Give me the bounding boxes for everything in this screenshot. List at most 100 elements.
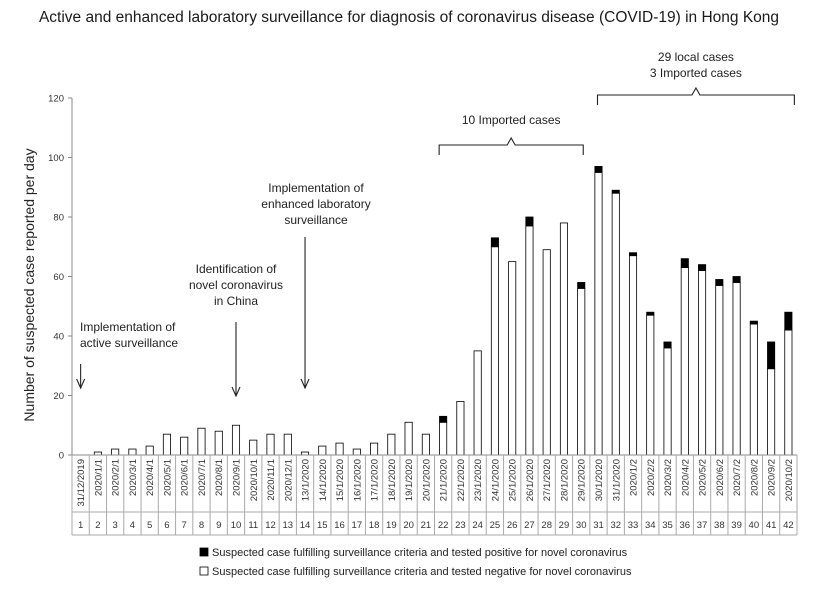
x-day-label: 23 [455, 520, 466, 531]
x-date-label: 18/1/2020 [387, 459, 398, 501]
bar-positive [594, 166, 603, 173]
bar-positive [749, 320, 758, 325]
annotation-novel-coronavirus: novel coronavirus [189, 278, 283, 292]
x-day-label: 19 [386, 520, 397, 531]
x-date-label: 2020/2/1 [111, 459, 122, 496]
x-day-label: 14 [300, 520, 311, 531]
annotation-enhanced-surveillance: Implementation of [268, 181, 364, 195]
bar-negative [784, 329, 793, 456]
x-day-label: 39 [731, 520, 742, 531]
annotation-active-surveillance: active surveillance [80, 336, 178, 350]
x-day-label: 24 [472, 520, 483, 531]
x-date-label: 2020/1/1 [93, 459, 104, 496]
y-tick-label: 80 [53, 213, 64, 224]
bar-negative [456, 401, 465, 456]
bar-negative [111, 448, 120, 456]
x-date-label: 2020/3/1 [128, 459, 139, 496]
x-date-label: 2020/5/2 [698, 459, 709, 496]
x-day-label: 13 [282, 520, 293, 531]
bar-negative [318, 445, 327, 456]
x-day-label: 35 [662, 520, 673, 531]
x-date-label: 2020/4/2 [680, 459, 691, 496]
arrow-active-surveillance-head [76, 378, 86, 390]
x-day-label: 38 [714, 520, 725, 531]
bar-negative [525, 225, 534, 456]
x-day-label: 37 [697, 520, 708, 531]
bar-negative [370, 442, 379, 456]
y-tick-label: 20 [53, 391, 64, 402]
bar-negative [490, 246, 499, 456]
brace-imported-cases [438, 136, 584, 155]
x-date-label: 2020/3/2 [663, 459, 674, 496]
bar-negative [283, 433, 292, 456]
x-date-label: 2020/2/2 [646, 459, 657, 496]
x-day-label: 26 [507, 520, 518, 531]
x-day-label: 6 [164, 520, 169, 531]
bar-positive [680, 258, 689, 268]
annotation-active-surveillance: Implementation of [80, 320, 176, 334]
bar-negative [646, 314, 655, 456]
x-day-label: 18 [369, 520, 380, 531]
annotation-enhanced-surveillance: enhanced laboratory [261, 197, 370, 211]
legend-swatch-negative [199, 566, 209, 576]
x-date-label: 31/1/2020 [611, 459, 622, 501]
x-date-label: 2020/10/1 [249, 459, 260, 501]
x-day-label: 9 [216, 520, 221, 531]
y-axis-label: Number of suspected case reported per da… [21, 148, 37, 421]
bar-positive [732, 276, 741, 283]
x-date-label: 13/1/2020 [301, 459, 312, 501]
x-day-label: 27 [524, 520, 535, 531]
bar-negative [663, 347, 672, 456]
x-date-label: 27/1/2020 [542, 459, 553, 501]
bar-negative [508, 261, 517, 456]
x-axis: 31/12/2019 1 2020/1/1 2 2020/2/1 3 2020/3/1 4 20… [71, 454, 798, 536]
y-tick-label: 0 [59, 451, 64, 462]
x-day-label: 15 [317, 520, 328, 531]
bar-negative [162, 433, 171, 456]
x-day-label: 41 [766, 520, 777, 531]
bar-negative [197, 427, 206, 456]
bar-negative [231, 424, 241, 456]
x-day-label: 42 [783, 520, 794, 531]
x-date-label: 2020/5/1 [162, 459, 173, 496]
bar-positive [439, 415, 448, 423]
bar-positive [490, 237, 499, 248]
bar-negative [266, 433, 275, 456]
y-axis: 0 20 40 60 80 100 120 [48, 94, 73, 462]
legend-label-negative: Suspected case fulfilling surveillance c… [212, 566, 632, 578]
x-date-label: 28/1/2020 [559, 459, 570, 501]
annotation-local-imported-cases: 29 local cases [658, 50, 734, 64]
arrow-enhanced-surveillance-head [300, 378, 310, 390]
x-date-label: 19/1/2020 [404, 459, 415, 501]
x-date-label: 26/1/2020 [525, 459, 536, 501]
x-date-label: 2020/11/1 [266, 459, 277, 501]
y-tick-label: 120 [48, 94, 64, 105]
annotation-enhanced-surveillance: surveillance [284, 213, 348, 227]
bar-positive [767, 341, 776, 370]
x-date-label: 2020/9/1 [231, 459, 242, 496]
x-day-label: 29 [559, 520, 570, 531]
bar-negative [767, 368, 776, 456]
x-date-label: 2020/7/1 [197, 459, 208, 496]
bar-positive [698, 264, 707, 271]
x-day-label: 7 [182, 520, 187, 531]
x-date-label: 22/1/2020 [456, 459, 467, 501]
x-date-label: 2020/4/1 [145, 459, 156, 496]
bar-positive [628, 252, 638, 257]
x-day-label: 32 [610, 520, 621, 531]
x-day-label: 28 [541, 520, 552, 531]
legend-swatch-positive [199, 547, 209, 557]
bar-positive [784, 311, 793, 331]
x-date-label: 30/1/2020 [594, 459, 605, 501]
bar-negative [732, 282, 741, 456]
annotation-local-imported-cases: 3 Imported cases [650, 66, 742, 80]
annotation-novel-coronavirus: in China [214, 294, 258, 308]
x-date-label: 2020/1/2 [629, 459, 640, 496]
annotation-novel-coronavirus: Identification of [196, 262, 277, 276]
bar-negative [715, 285, 724, 456]
chart-title: Active and enhanced laboratory surveilla… [39, 9, 779, 26]
legend-label-positive: Suspected case fulfilling surveillance c… [212, 547, 628, 559]
x-day-label: 36 [680, 520, 691, 531]
x-date-label: 29/1/2020 [577, 459, 588, 501]
bar-negative [421, 433, 430, 456]
